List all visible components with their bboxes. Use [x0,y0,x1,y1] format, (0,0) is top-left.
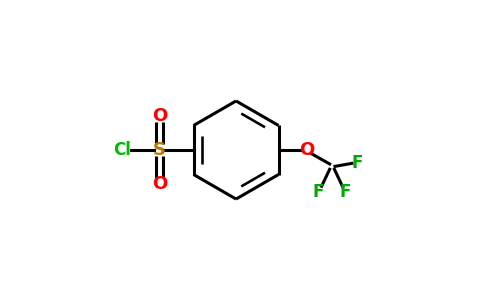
Text: F: F [340,183,351,201]
Text: F: F [313,183,324,201]
Text: S: S [153,141,166,159]
Text: O: O [152,175,167,193]
Text: O: O [299,141,315,159]
Text: F: F [351,154,363,172]
Text: Cl: Cl [113,141,131,159]
Text: O: O [152,107,167,125]
